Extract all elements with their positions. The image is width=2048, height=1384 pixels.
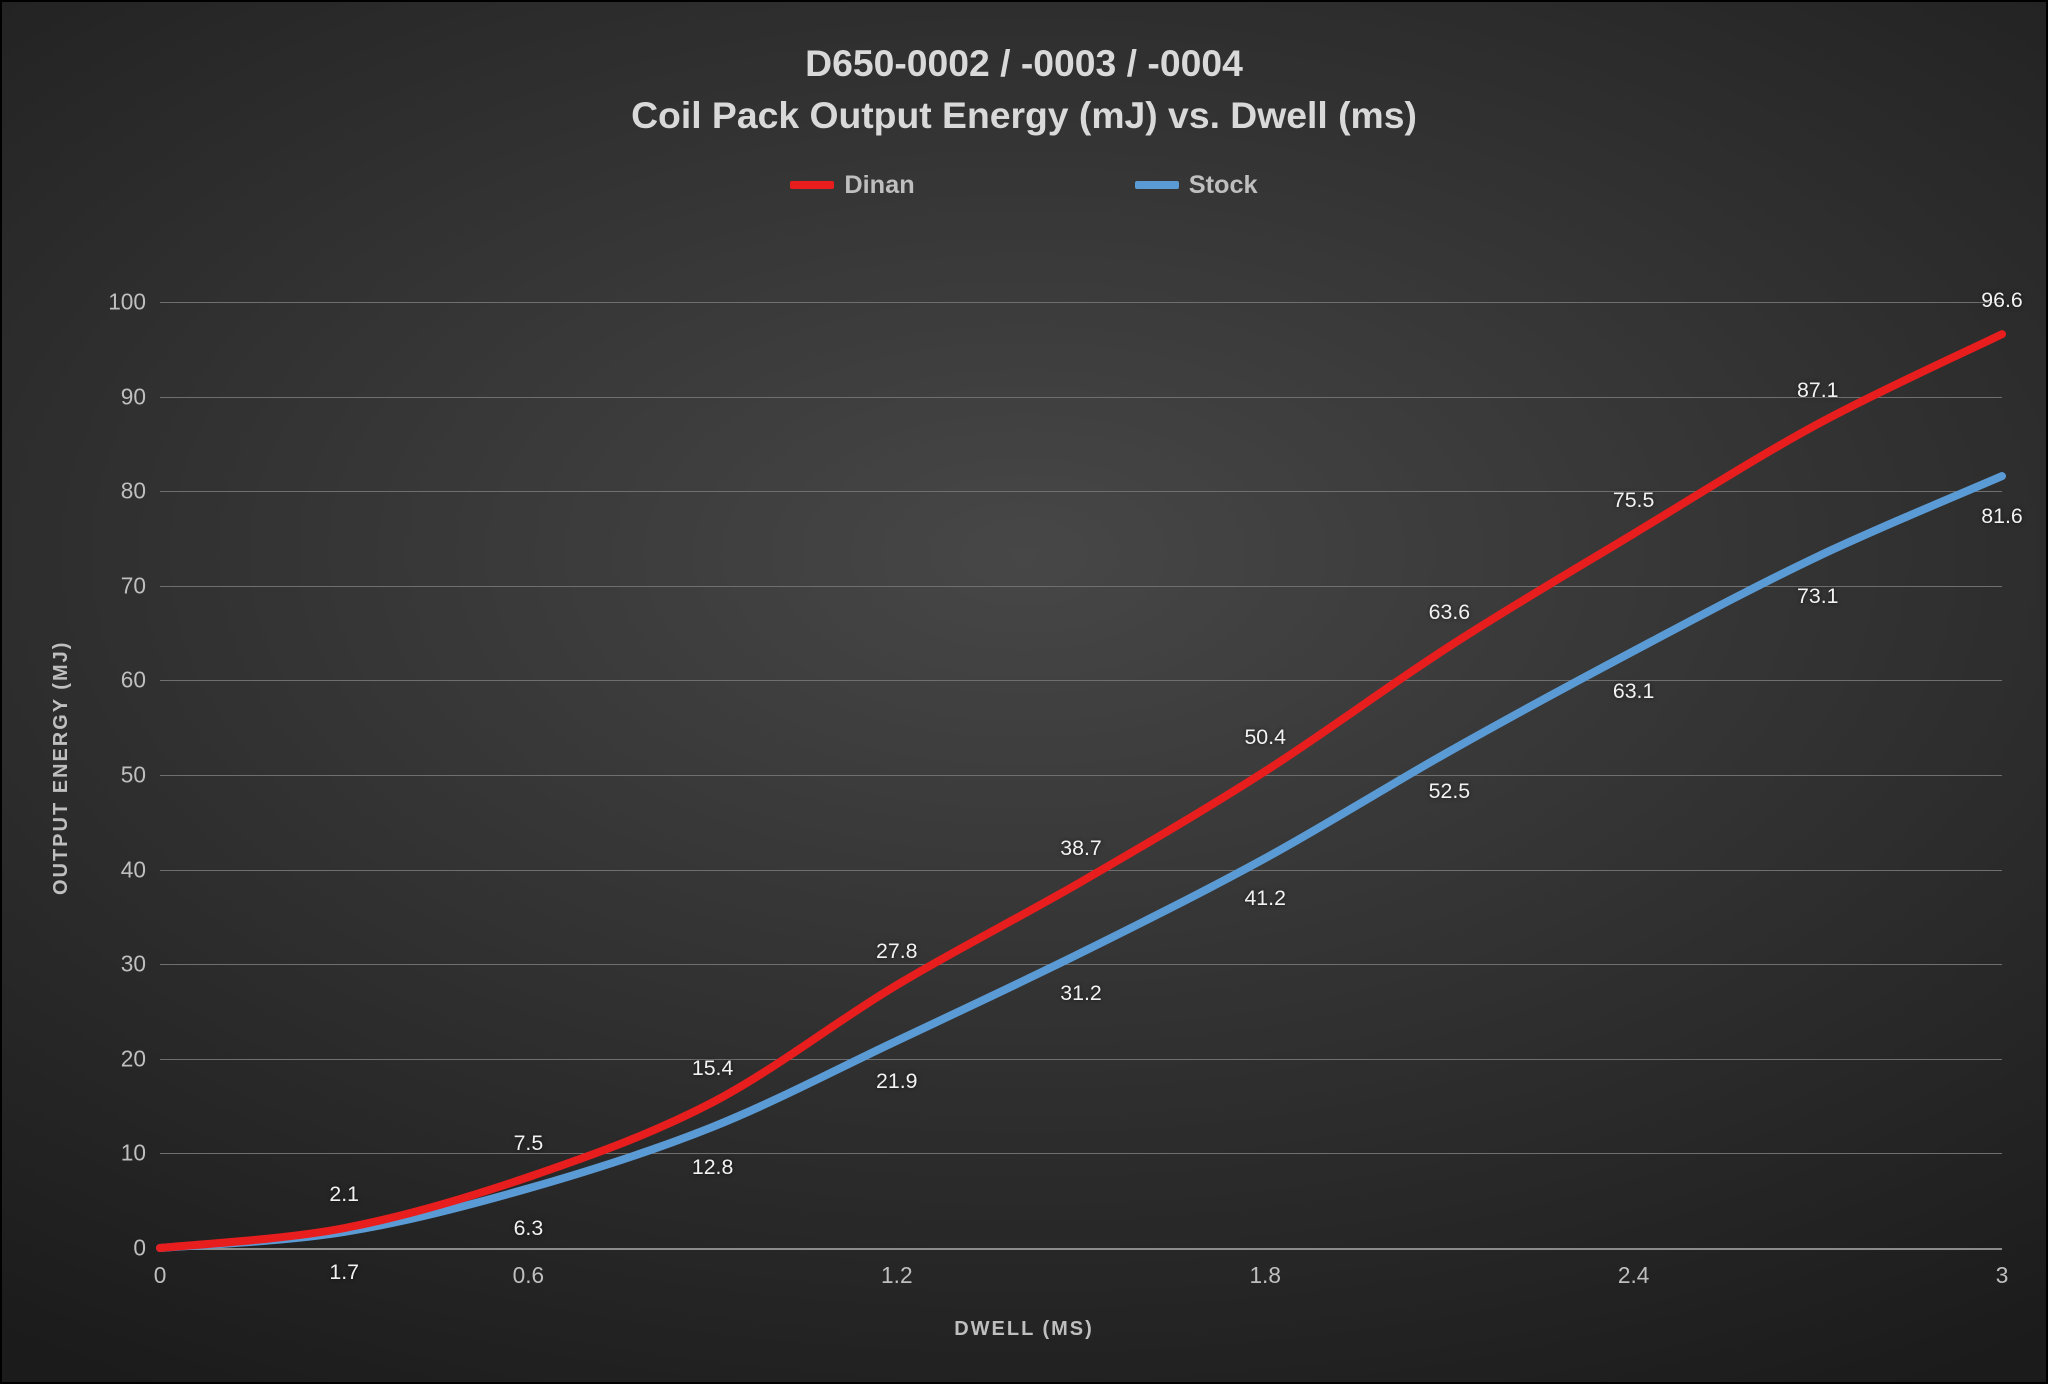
data-label-stock: 52.5 bbox=[1429, 779, 1470, 804]
data-label-stock: 31.2 bbox=[1060, 981, 1101, 1006]
data-label-stock: 1.7 bbox=[329, 1260, 359, 1285]
chart-title-line2: Coil Pack Output Energy (mJ) vs. Dwell (… bbox=[2, 94, 2046, 137]
data-label-dinan: 75.5 bbox=[1613, 488, 1654, 513]
legend-swatch bbox=[790, 181, 834, 189]
y-tick-label: 10 bbox=[121, 1140, 160, 1167]
gridline-y bbox=[160, 1248, 2002, 1250]
chart-lines bbox=[160, 302, 2002, 1248]
data-label-stock: 81.6 bbox=[1981, 504, 2022, 529]
x-tick-label: 0 bbox=[154, 1248, 167, 1289]
y-tick-label: 100 bbox=[108, 289, 160, 316]
data-label-stock: 6.3 bbox=[514, 1216, 544, 1241]
data-label-dinan: 27.8 bbox=[876, 939, 917, 964]
data-label-dinan: 38.7 bbox=[1060, 836, 1101, 861]
chart-container: D650-0002 / -0003 / -0004 Coil Pack Outpu… bbox=[0, 0, 2048, 1384]
data-label-stock: 41.2 bbox=[1244, 886, 1285, 911]
y-tick-label: 90 bbox=[121, 383, 160, 410]
data-label-dinan: 96.6 bbox=[1981, 288, 2022, 313]
y-tick-label: 50 bbox=[121, 762, 160, 789]
y-tick-label: 80 bbox=[121, 478, 160, 505]
series-line-stock bbox=[160, 476, 2002, 1248]
chart-legend: Dinan Stock bbox=[2, 167, 2046, 200]
legend-item-dinan: Dinan bbox=[790, 171, 914, 200]
x-tick-label: 2.4 bbox=[1618, 1248, 1650, 1289]
y-axis-label: OUTPUT ENERGY (MJ) bbox=[50, 641, 73, 895]
x-tick-label: 3 bbox=[1996, 1248, 2009, 1289]
data-label-dinan: 2.1 bbox=[329, 1182, 359, 1207]
y-tick-label: 60 bbox=[121, 667, 160, 694]
y-tick-label: 20 bbox=[121, 1045, 160, 1072]
data-label-dinan: 50.4 bbox=[1244, 725, 1285, 750]
x-axis-label: DWELL (MS) bbox=[2, 1318, 2046, 1341]
legend-label: Stock bbox=[1189, 171, 1258, 200]
y-tick-label: 70 bbox=[121, 572, 160, 599]
chart-title-line1: D650-0002 / -0003 / -0004 bbox=[2, 42, 2046, 85]
data-label-dinan: 15.4 bbox=[692, 1056, 733, 1081]
legend-label: Dinan bbox=[844, 171, 914, 200]
data-label-stock: 12.8 bbox=[692, 1155, 733, 1180]
legend-item-stock: Stock bbox=[1135, 171, 1258, 200]
data-label-dinan: 63.6 bbox=[1429, 600, 1470, 625]
data-label-stock: 63.1 bbox=[1613, 679, 1654, 704]
x-tick-label: 1.2 bbox=[881, 1248, 913, 1289]
plot-area: 010203040506070809010000.61.21.82.432.17… bbox=[160, 302, 2002, 1248]
legend-swatch bbox=[1135, 181, 1179, 189]
x-tick-label: 0.6 bbox=[513, 1248, 545, 1289]
series-line-dinan bbox=[160, 334, 2002, 1248]
data-label-stock: 73.1 bbox=[1797, 584, 1838, 609]
data-label-dinan: 87.1 bbox=[1797, 378, 1838, 403]
data-label-dinan: 7.5 bbox=[514, 1131, 544, 1156]
data-label-stock: 21.9 bbox=[876, 1069, 917, 1094]
y-tick-label: 30 bbox=[121, 951, 160, 978]
x-tick-label: 1.8 bbox=[1249, 1248, 1281, 1289]
y-tick-label: 40 bbox=[121, 856, 160, 883]
